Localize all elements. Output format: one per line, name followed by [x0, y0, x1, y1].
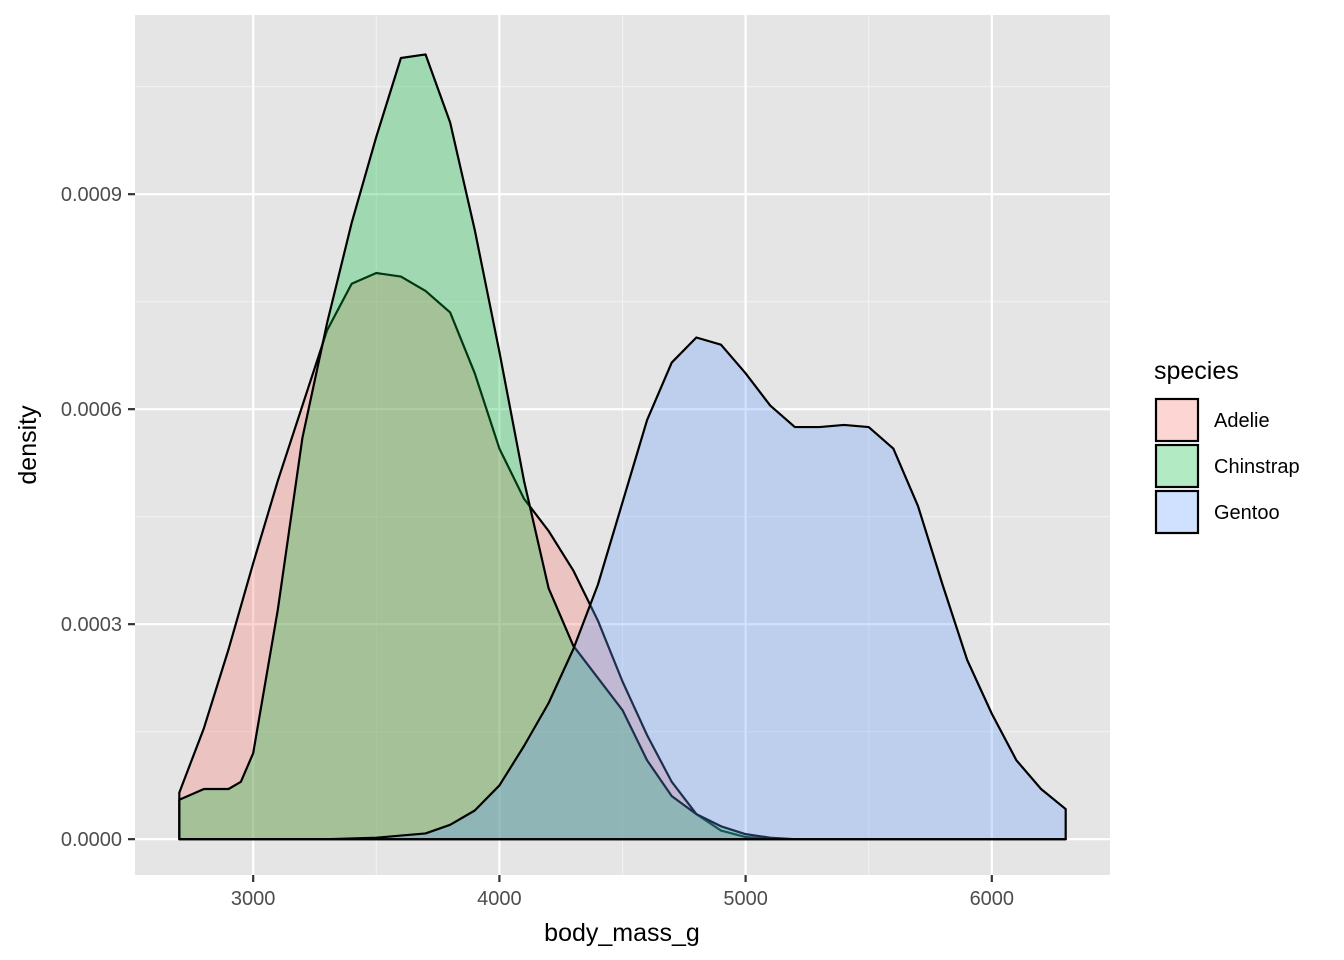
y-tick-label: 0.0009	[61, 184, 122, 206]
legend-key-background	[1156, 445, 1198, 487]
x-axis: 3000 4000 5000 6000	[231, 875, 1014, 910]
y-tick-label: 0.0000	[61, 829, 122, 851]
x-tick-label: 6000	[970, 888, 1015, 910]
legend-label-gentoo: Gentoo	[1214, 502, 1280, 524]
y-tick-label: 0.0006	[61, 399, 122, 421]
y-tick-label: 0.0003	[61, 614, 122, 636]
grid-minor	[135, 15, 1110, 875]
legend-key-background	[1156, 491, 1198, 533]
x-tick-label: 5000	[723, 888, 768, 910]
legend-label-adelie: Adelie	[1214, 410, 1270, 432]
legend-items: Adelie Chinstrap Gentoo	[1154, 397, 1300, 535]
y-axis-title: density	[14, 405, 42, 485]
legend-key-gentoo	[1154, 489, 1200, 535]
legend-title: species	[1154, 357, 1239, 385]
legend-key-background	[1156, 399, 1198, 441]
y-axis: 0.0000 0.0003 0.0006 0.0009	[61, 184, 135, 851]
legend-label-chinstrap: Chinstrap	[1214, 456, 1300, 478]
x-axis-title: body_mass_g	[544, 919, 700, 947]
legend-key-adelie	[1154, 397, 1200, 443]
legend-key-chinstrap	[1154, 443, 1200, 489]
x-tick-label: 3000	[231, 888, 276, 910]
legend: species Adelie Chinstrap Gentoo	[1154, 357, 1300, 535]
density-area-gentoo	[178, 336, 1067, 841]
x-tick-label: 4000	[477, 888, 522, 910]
density-areas	[178, 53, 1067, 841]
